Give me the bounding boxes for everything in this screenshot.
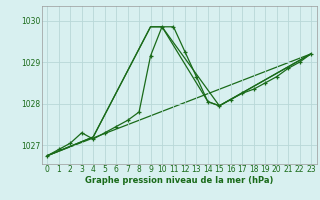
X-axis label: Graphe pression niveau de la mer (hPa): Graphe pression niveau de la mer (hPa) [85, 176, 273, 185]
